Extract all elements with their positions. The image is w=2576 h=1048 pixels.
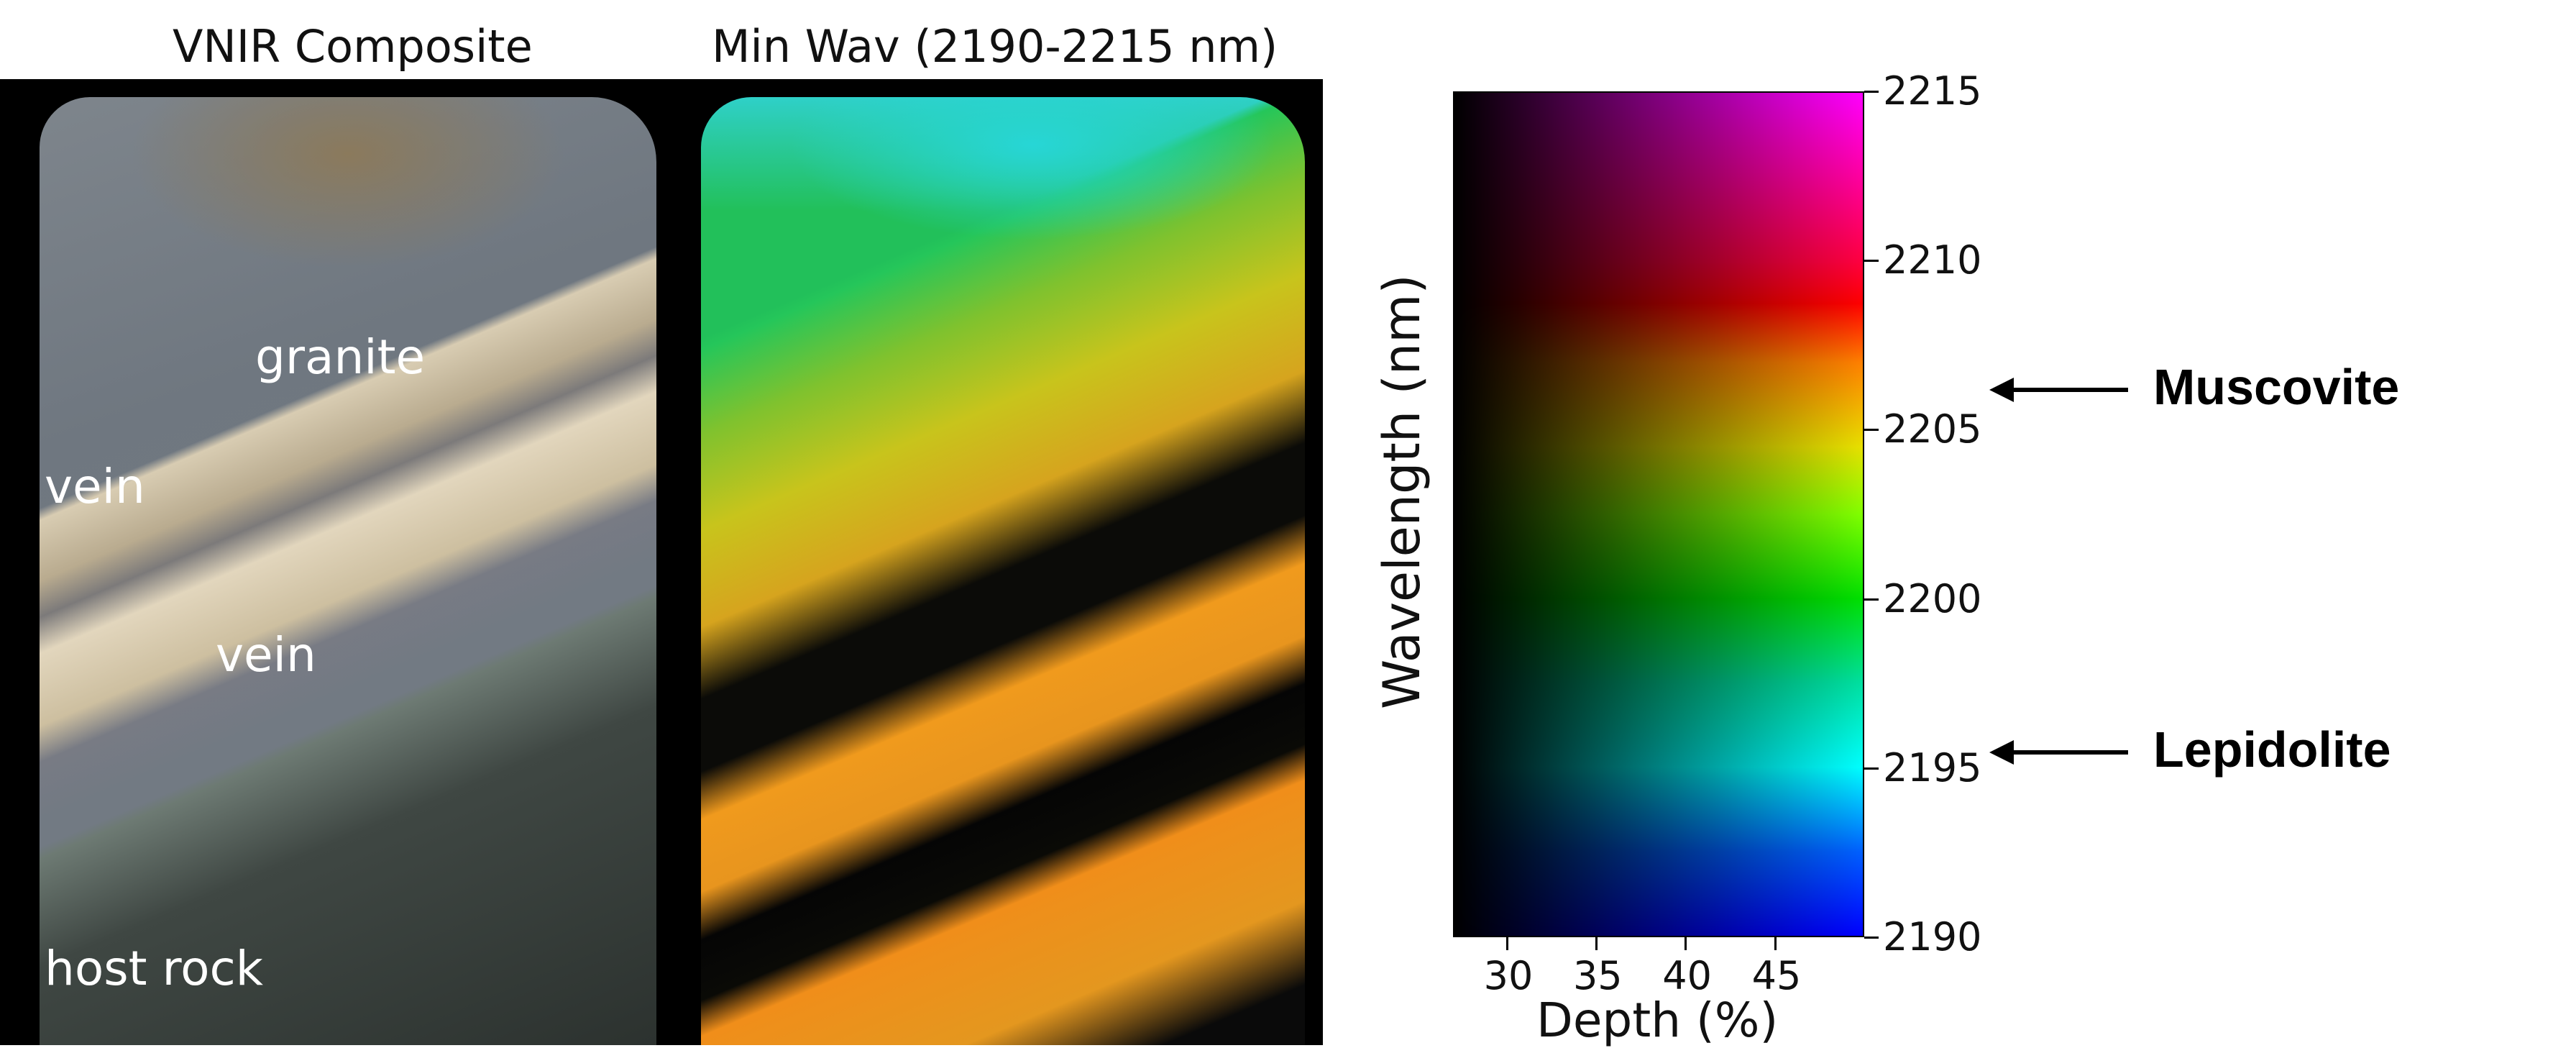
y-tick-mark — [1864, 767, 1879, 770]
x-tick-label: 45 — [1751, 953, 1802, 998]
lepidolite-label: Lepidolite — [2153, 721, 2391, 778]
x-tick-label: 35 — [1572, 953, 1623, 998]
y-tick-mark — [1864, 429, 1879, 432]
y-tick-label: 2190 — [1883, 914, 1982, 960]
vnir-composite-title: VNIR Composite — [173, 20, 533, 73]
x-tick-mark — [1595, 937, 1598, 950]
x-tick-label: 30 — [1483, 953, 1534, 998]
muscovite-label: Muscovite — [2153, 359, 2400, 415]
y-tick-mark — [1864, 260, 1879, 263]
y-axis-label: Wavelength (nm) — [1372, 274, 1431, 709]
y-tick-mark — [1864, 937, 1879, 939]
label-granite: granite — [255, 329, 426, 385]
x-tick-mark — [1774, 937, 1777, 950]
muscovite-arrow — [1989, 378, 2128, 402]
lepidolite-arrow — [1989, 740, 2128, 765]
y-tick-label: 2205 — [1883, 406, 1982, 452]
y-tick-mark — [1864, 598, 1879, 601]
y-tick-label: 2195 — [1883, 744, 1982, 790]
label-host-rock: host rock — [45, 941, 264, 996]
x-axis-label: Depth (%) — [1536, 993, 1779, 1048]
y-tick-label: 2215 — [1883, 68, 1982, 114]
y-tick-label: 2210 — [1883, 237, 1982, 283]
x-tick-label: 40 — [1662, 953, 1713, 998]
x-tick-mark — [1685, 937, 1687, 950]
wavelength-depth-colorbar — [1453, 91, 1864, 937]
min-wav-title: Min Wav (2190-2215 nm) — [712, 20, 1278, 73]
label-vein-lower: vein — [216, 627, 316, 683]
x-tick-mark — [1505, 937, 1508, 950]
vnir-core-image — [40, 97, 656, 1045]
y-tick-label: 2200 — [1883, 575, 1982, 621]
min-wavelength-core-image — [701, 97, 1305, 1045]
y-tick-mark — [1864, 91, 1879, 93]
label-vein-upper: vein — [45, 459, 145, 514]
